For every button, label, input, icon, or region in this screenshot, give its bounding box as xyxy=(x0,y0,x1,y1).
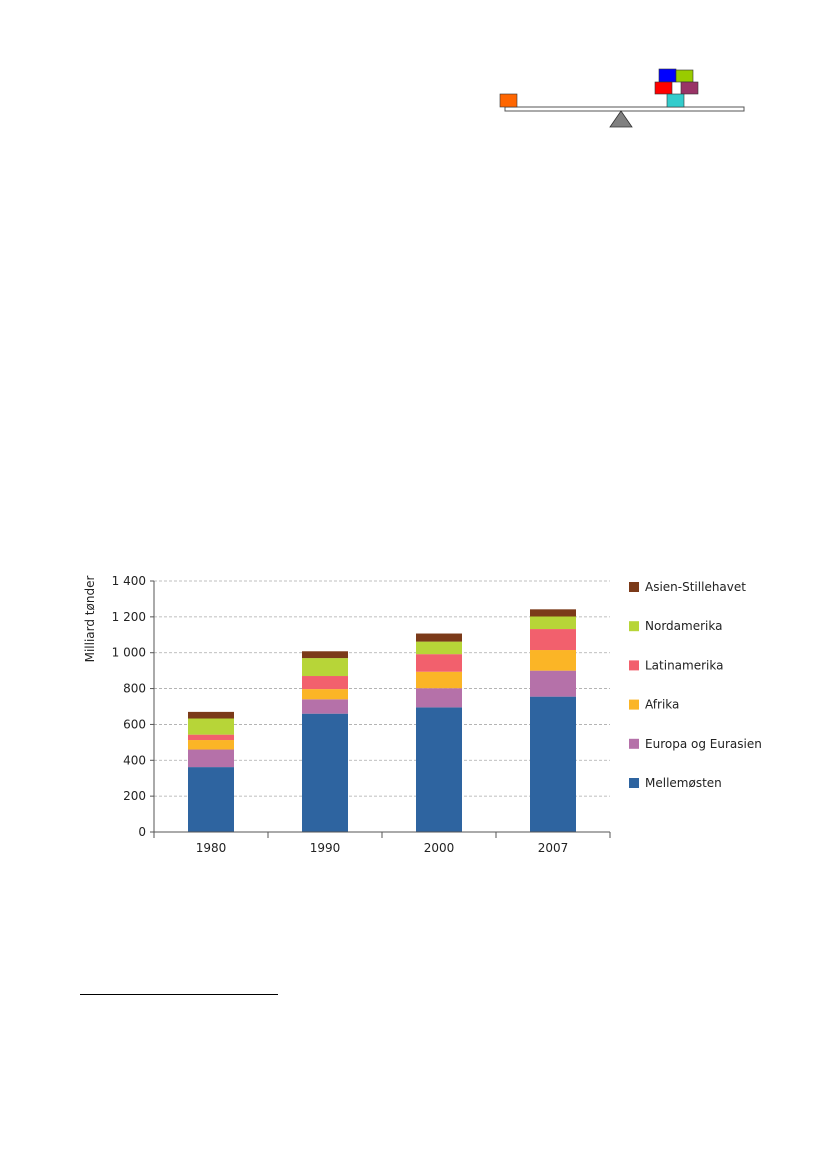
oil-reserves-chart: Milliard tønder 0 200 400 600 800 1 000 1 200 1… xyxy=(83,574,762,855)
footnote-separator xyxy=(80,994,278,995)
y-tick-label: 600 xyxy=(123,717,146,731)
red-block xyxy=(654,81,673,95)
y-tick-label: 200 xyxy=(123,789,146,803)
y-axis-ticks: 0 200 400 600 800 1 000 1 200 1 400 xyxy=(112,574,154,839)
y-tick-label: 0 xyxy=(138,825,146,839)
cyan-block xyxy=(666,93,685,108)
bar-segment xyxy=(530,650,576,671)
y-tick-label: 800 xyxy=(123,682,146,696)
bar-segment xyxy=(188,711,234,719)
bar-segment xyxy=(188,734,234,741)
bar-segment xyxy=(302,676,348,690)
bars xyxy=(188,609,576,832)
bar-segment xyxy=(530,616,576,630)
legend-swatch xyxy=(629,699,639,710)
blue-block xyxy=(658,68,677,83)
y-tick-label: 1 000 xyxy=(112,646,146,660)
green-block xyxy=(675,69,694,83)
bar-segment xyxy=(416,707,462,832)
bar-segment xyxy=(302,713,348,832)
purple-block xyxy=(680,81,699,95)
bar-segment xyxy=(302,658,348,677)
bar-segment xyxy=(302,699,348,714)
bar-segment xyxy=(416,641,462,655)
bar-segment xyxy=(416,633,462,642)
bar-segment xyxy=(530,696,576,832)
bar-segment xyxy=(530,670,576,697)
legend-swatch xyxy=(629,582,639,592)
bar-segment xyxy=(188,767,234,832)
bar-segment xyxy=(188,749,234,768)
bar-segment xyxy=(188,718,234,735)
x-tick-label: 2000 xyxy=(424,841,455,855)
x-tick-label: 1990 xyxy=(310,841,341,855)
scale-beam xyxy=(504,106,745,112)
bar-segment xyxy=(416,688,462,708)
bar-segment xyxy=(302,689,348,700)
legend-label: Mellemøsten xyxy=(645,776,722,790)
legend-label: Latinamerika xyxy=(645,658,723,672)
x-tick-label: 2007 xyxy=(538,841,569,855)
orange-block xyxy=(499,93,518,108)
legend-label: Nordamerika xyxy=(645,619,722,633)
legend-swatch xyxy=(629,778,639,788)
legend-swatch xyxy=(629,621,639,632)
bar-segment xyxy=(416,654,462,672)
legend-label: Europa og Eurasien xyxy=(645,737,762,751)
bar-segment xyxy=(416,671,462,689)
legend-swatch xyxy=(629,660,639,671)
balance-scale-logo xyxy=(499,68,745,128)
legend-label: Afrika xyxy=(645,698,679,712)
x-tick-label: 1980 xyxy=(196,841,227,855)
pivot-triangle xyxy=(609,110,633,128)
y-tick-label: 1 200 xyxy=(112,610,146,624)
y-tick-label: 1 400 xyxy=(112,574,146,588)
bar-segment xyxy=(188,740,234,750)
x-axis-ticks: 1980 1990 2000 2007 xyxy=(153,832,611,855)
bar-segment xyxy=(530,629,576,651)
legend: Asien-Stillehavet Nordamerika Latinamerika… xyxy=(629,580,762,790)
bar-segment xyxy=(530,609,576,617)
y-tick-label: 400 xyxy=(123,753,146,767)
legend-label: Asien-Stillehavet xyxy=(645,580,746,594)
bar-segment xyxy=(302,651,348,659)
y-axis-title: Milliard tønder xyxy=(83,576,97,663)
legend-swatch xyxy=(629,738,639,749)
